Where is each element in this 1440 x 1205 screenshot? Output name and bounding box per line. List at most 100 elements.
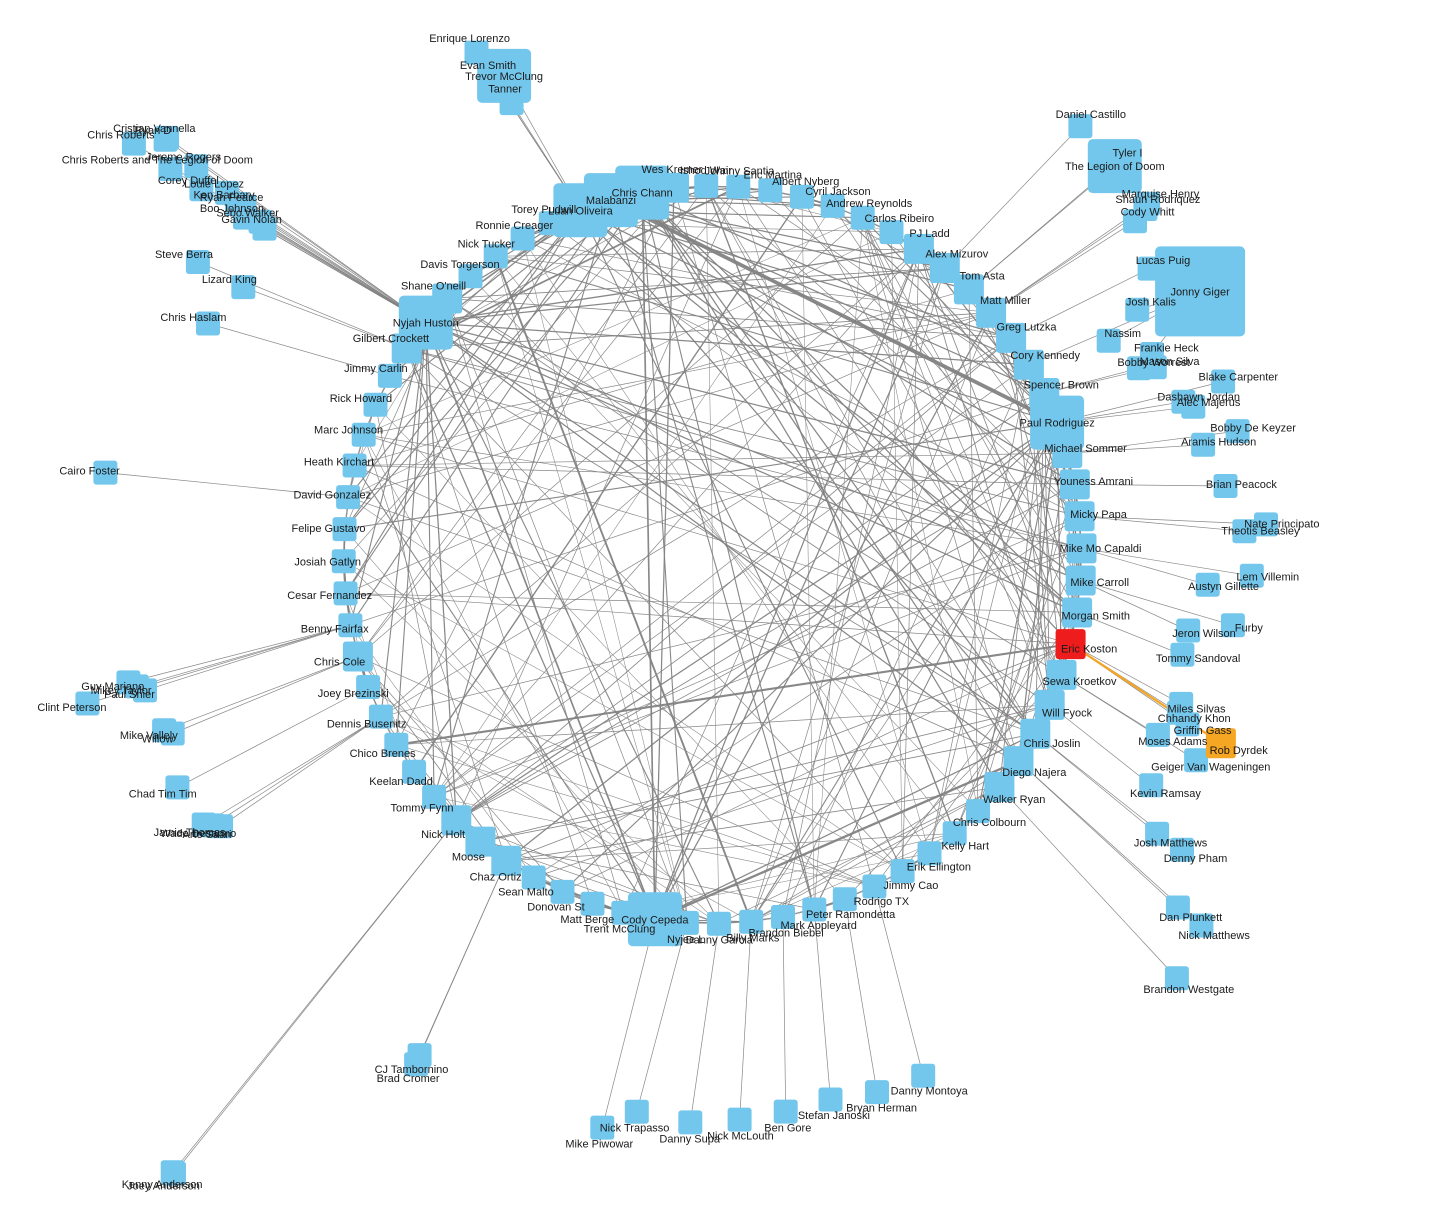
svg-text:Nick Tucker: Nick Tucker [458, 238, 516, 250]
svg-text:Chris Haslam: Chris Haslam [160, 312, 226, 324]
svg-text:Keelan Dadd: Keelan Dadd [369, 776, 433, 788]
svg-text:The Legion of Doom: The Legion of Doom [1065, 161, 1165, 173]
svg-text:Theotis Beasley: Theotis Beasley [1221, 526, 1300, 538]
svg-text:Willow: Willow [142, 734, 174, 746]
svg-text:Cody Whitt: Cody Whitt [1121, 206, 1175, 218]
svg-text:Daniel Castillo: Daniel Castillo [1056, 109, 1126, 121]
svg-text:Morgan Smith: Morgan Smith [1062, 611, 1130, 623]
svg-text:Brandon Westgate: Brandon Westgate [1143, 984, 1234, 996]
svg-text:Sewa Kroetkov: Sewa Kroetkov [1043, 676, 1117, 688]
svg-text:Cyril Jackson: Cyril Jackson [805, 186, 870, 198]
svg-text:Chris Colbourn: Chris Colbourn [953, 817, 1026, 829]
svg-text:Denny Pham: Denny Pham [1164, 853, 1228, 865]
svg-text:Ben Gore: Ben Gore [764, 1123, 811, 1135]
svg-text:Nyjee L: Nyjee L [667, 934, 704, 946]
svg-text:Eric Koston: Eric Koston [1061, 644, 1117, 656]
svg-text:Dennis Busenitz: Dennis Busenitz [327, 719, 407, 731]
svg-text:Heath Kirchart: Heath Kirchart [304, 457, 374, 469]
svg-text:Joey Anderson: Joey Anderson [127, 1181, 200, 1193]
svg-text:Tyler I: Tyler I [1113, 147, 1143, 159]
svg-text:Corey Duffel: Corey Duffel [158, 175, 219, 187]
svg-text:Tommy Sandoval: Tommy Sandoval [1156, 653, 1240, 665]
svg-text:Nyjah Huston: Nyjah Huston [393, 318, 459, 330]
svg-text:Moses Adams: Moses Adams [1138, 736, 1208, 748]
svg-text:Blake Carpenter: Blake Carpenter [1199, 371, 1279, 383]
svg-text:David Gonzalez: David Gonzalez [293, 490, 371, 502]
svg-text:Josh Matthews: Josh Matthews [1134, 837, 1208, 849]
svg-text:Evan Smith: Evan Smith [460, 60, 516, 72]
svg-text:Will Fyock: Will Fyock [1042, 708, 1093, 720]
svg-text:Jimmy Cao: Jimmy Cao [883, 880, 938, 892]
svg-text:Paul Shier: Paul Shier [104, 689, 155, 701]
svg-text:Moose: Moose [452, 851, 485, 863]
svg-text:Mike Mo Capaldi: Mike Mo Capaldi [1060, 543, 1142, 555]
svg-text:Michael Sommer: Michael Sommer [1044, 443, 1127, 455]
svg-text:Nick Holt: Nick Holt [421, 829, 465, 841]
svg-text:Griffin Gass: Griffin Gass [1174, 725, 1232, 737]
svg-text:Ryan Pearce: Ryan Pearce [200, 192, 264, 204]
svg-text:Chad Tim Tim: Chad Tim Tim [129, 789, 197, 801]
svg-text:Chris Roberts and The Legion o: Chris Roberts and The Legion of Doom [62, 155, 253, 167]
svg-text:Brad Cromer: Brad Cromer [377, 1073, 440, 1085]
svg-text:Josh Kalis: Josh Kalis [1126, 297, 1177, 309]
svg-text:Nick Matthews: Nick Matthews [1178, 930, 1250, 942]
svg-text:Chris Joslin: Chris Joslin [1024, 738, 1081, 750]
svg-text:Steve Berra: Steve Berra [155, 249, 214, 261]
svg-text:Tanner: Tanner [488, 84, 522, 96]
svg-text:Ronnie Creager: Ronnie Creager [475, 220, 553, 232]
svg-text:Alex Mizurov: Alex Mizurov [925, 248, 988, 260]
svg-text:Chico Brenes: Chico Brenes [350, 748, 417, 760]
svg-text:Marc Johnson: Marc Johnson [314, 425, 383, 437]
svg-text:Arto Saari: Arto Saari [183, 829, 232, 841]
svg-text:Bryan Herman: Bryan Herman [846, 1102, 917, 1114]
svg-text:Greg Lutzka: Greg Lutzka [997, 322, 1058, 334]
svg-text:Bobby De Keyzer: Bobby De Keyzer [1210, 422, 1296, 434]
svg-text:Cairo Foster: Cairo Foster [59, 466, 120, 478]
svg-text:Donovan St: Donovan St [527, 902, 584, 914]
svg-text:Andrew Reynolds: Andrew Reynolds [826, 198, 913, 210]
svg-text:Chaz Ortiz: Chaz Ortiz [470, 872, 522, 884]
svg-text:Brian Peacock: Brian Peacock [1206, 479, 1277, 491]
svg-text:Chris Chann: Chris Chann [612, 188, 673, 200]
svg-text:Lizard King: Lizard King [202, 274, 257, 286]
svg-text:Joey Brezinski: Joey Brezinski [318, 688, 389, 700]
svg-text:Gilbert Crockett: Gilbert Crockett [353, 333, 429, 345]
svg-text:Bobby Worrest: Bobby Worrest [1117, 357, 1190, 369]
svg-text:Chris Roberts: Chris Roberts [87, 129, 155, 141]
svg-text:Marquise Henry: Marquise Henry [1122, 189, 1200, 201]
svg-text:Rick Howard: Rick Howard [330, 393, 392, 405]
svg-text:Jonny Giger: Jonny Giger [1170, 286, 1230, 298]
svg-text:Davis Torgerson: Davis Torgerson [420, 259, 499, 271]
svg-text:Clint Peterson: Clint Peterson [37, 702, 106, 714]
svg-text:Miles Silvas: Miles Silvas [1167, 704, 1226, 716]
svg-text:Carlos Ribeiro: Carlos Ribeiro [864, 213, 934, 225]
svg-text:Shane O'neill: Shane O'neill [401, 280, 466, 292]
svg-text:Matt Miller: Matt Miller [980, 295, 1031, 307]
svg-text:Geiger Van Wageningen: Geiger Van Wageningen [1151, 761, 1270, 773]
svg-text:Tom Asta: Tom Asta [959, 271, 1005, 283]
svg-text:Cory Kennedy: Cory Kennedy [1010, 350, 1080, 362]
svg-text:PJ Ladd: PJ Ladd [909, 228, 949, 240]
svg-text:Diego Najera: Diego Najera [1002, 767, 1067, 779]
svg-text:Cesar Fernandez: Cesar Fernandez [287, 590, 372, 602]
svg-text:Matt Berge: Matt Berge [560, 914, 614, 926]
svg-text:Sean Malto: Sean Malto [498, 887, 554, 899]
svg-text:Spencer Brown: Spencer Brown [1024, 380, 1099, 392]
svg-text:Lucas Puig: Lucas Puig [1136, 255, 1190, 267]
svg-text:Lem Villemin: Lem Villemin [1236, 571, 1299, 583]
svg-text:Benny Fairfax: Benny Fairfax [301, 623, 369, 635]
svg-text:Erik Ellington: Erik Ellington [907, 861, 971, 873]
svg-text:Trevor McClung: Trevor McClung [465, 71, 543, 83]
svg-text:Nassim: Nassim [1104, 328, 1141, 340]
svg-text:Felipe Gustavo: Felipe Gustavo [292, 523, 366, 535]
svg-text:Mike Carroll: Mike Carroll [1070, 577, 1129, 589]
svg-text:Frankie Heck: Frankie Heck [1134, 342, 1199, 354]
svg-text:Aramis Hudson: Aramis Hudson [1181, 436, 1256, 448]
svg-text:Sebo Walker: Sebo Walker [216, 207, 279, 219]
svg-text:Alec Majerus: Alec Majerus [1177, 397, 1241, 409]
svg-text:Rob Dyrdek: Rob Dyrdek [1210, 745, 1269, 757]
svg-text:Chris Cole: Chris Cole [314, 657, 365, 669]
svg-text:Jimmy Carlin: Jimmy Carlin [344, 363, 408, 375]
svg-text:Josiah Gatlyn: Josiah Gatlyn [294, 557, 361, 569]
svg-text:Micky Papa: Micky Papa [1070, 509, 1128, 521]
